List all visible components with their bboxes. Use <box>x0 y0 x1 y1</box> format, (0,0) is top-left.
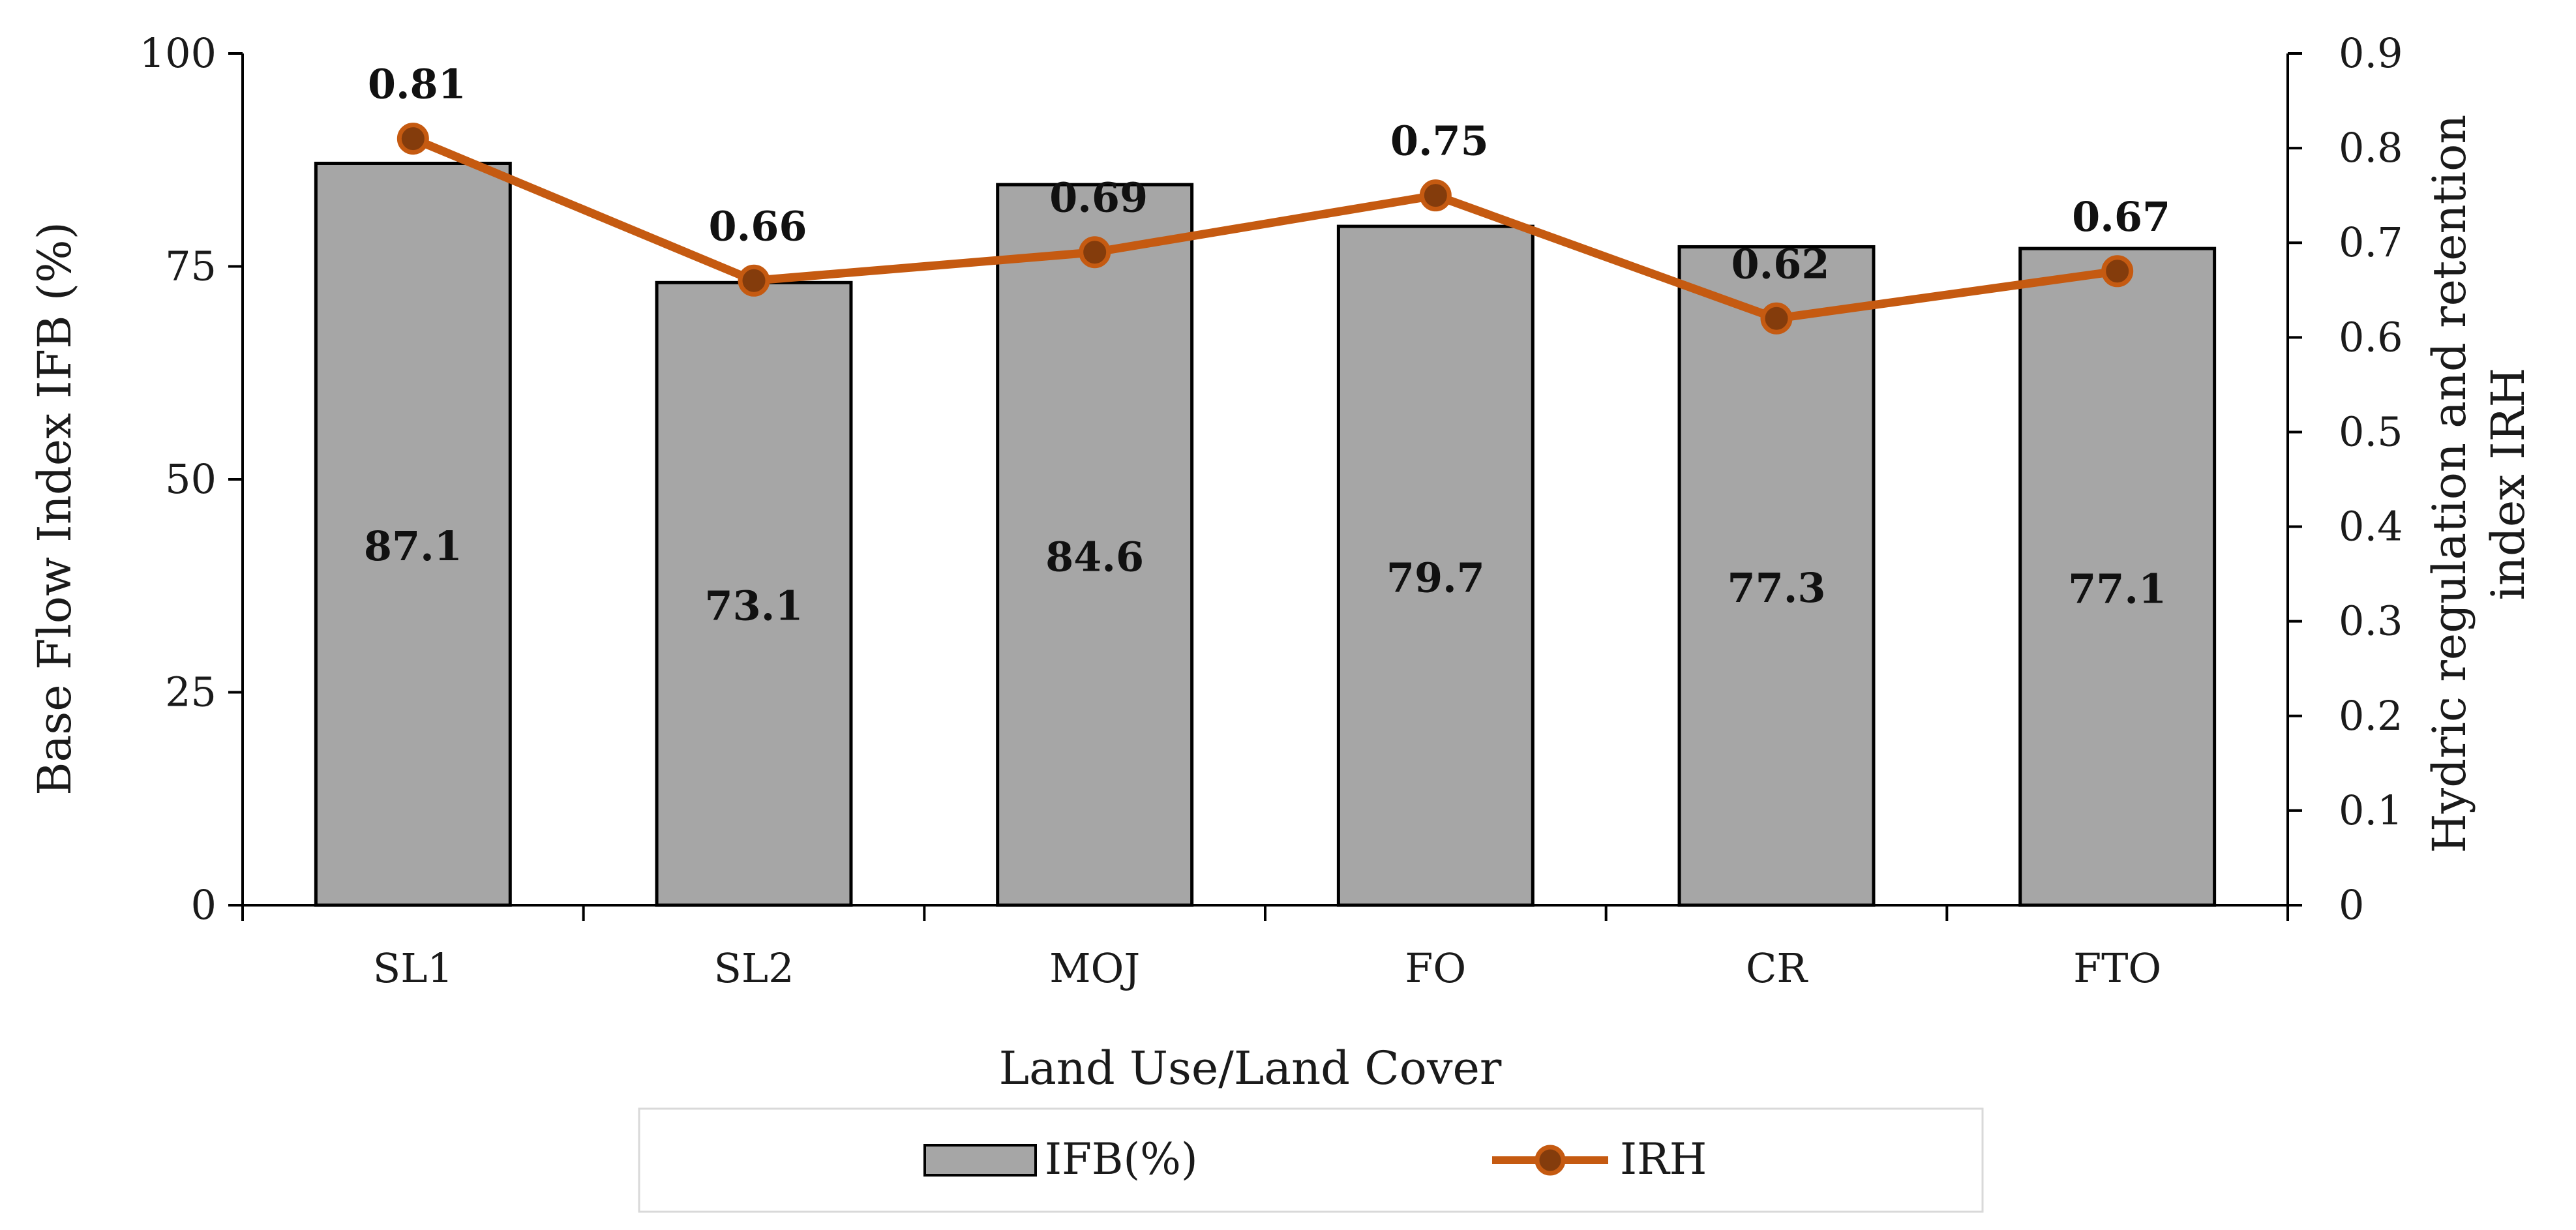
x-tick-label-cr: CR <box>1746 944 1808 992</box>
bar-moj <box>996 183 1194 907</box>
y2-tick-label: 0.5 <box>2339 408 2403 455</box>
bar-value-label-cr: 77.3 <box>1727 564 1825 612</box>
irh-value-label-moj: 0.69 <box>1049 174 1148 222</box>
irh-point-fo <box>1419 179 1452 212</box>
irh-point-fto <box>2101 255 2134 288</box>
irh-value-label-cr: 0.62 <box>1731 240 1829 288</box>
bar-sl2 <box>655 280 853 907</box>
bar-group <box>314 161 2217 907</box>
y2-tick-label: 0.3 <box>2339 597 2403 645</box>
bar-sl1 <box>314 161 512 907</box>
bar-value-label-fto: 77.1 <box>2068 565 2166 613</box>
y2-tick-label: 0.2 <box>2339 692 2403 740</box>
x-tick-label-moj: MOJ <box>1049 944 1140 992</box>
x-tick-label-fto: FTO <box>2073 944 2161 992</box>
axes: 0 25 50 75 100 0 0.1 0.2 0.3 0.4 0.5 0.6 0.7 0.8 0.9 SL… <box>140 29 2403 992</box>
legend-bar-label: IFB(%) <box>1045 1134 1198 1184</box>
bar-fo <box>1336 224 1535 907</box>
bar-value-label-fo: 79.7 <box>1386 554 1485 602</box>
irh-point-moj <box>1079 236 1111 269</box>
line-series-group <box>397 123 2134 335</box>
y2-tick-label: 0.9 <box>2339 29 2403 77</box>
bar-fto <box>2018 247 2217 907</box>
irh-point-sl2 <box>738 264 770 297</box>
y2-axis-title-line1: Hydric regulation and retention <box>2423 115 2476 854</box>
y2-tick-label: 0.1 <box>2339 787 2403 834</box>
irh-value-label-fo: 0.75 <box>1390 117 1489 165</box>
irh-point-cr <box>1760 302 1793 335</box>
y2-tick-label: 0.7 <box>2339 218 2403 266</box>
irh-value-label-sl2: 0.66 <box>708 202 807 250</box>
x-tick-label-sl2: SL2 <box>713 944 794 992</box>
y-tick-label: 0 <box>191 881 217 929</box>
legend: IFB(%) IRH <box>638 1107 1984 1213</box>
legend-line-label: IRH <box>1620 1134 1707 1184</box>
bar-cr <box>1677 245 1876 907</box>
y2-tick-label: 0.6 <box>2339 313 2403 361</box>
irh-line <box>411 134 2118 323</box>
bar-value-label-sl1: 87.1 <box>364 522 462 570</box>
y-axis-title: Base Flow Index IFB (%) <box>28 222 82 796</box>
bar-value-label-moj: 84.6 <box>1045 533 1144 581</box>
legend-box <box>638 1107 1984 1213</box>
irh-point-sl1 <box>397 123 429 155</box>
bar-value-label-sl2: 73.1 <box>704 582 803 630</box>
data-labels: 87.1 73.1 84.6 79.7 77.3 77.1 0.81 0.66 0.69 0.75… <box>364 61 2170 630</box>
y-tick-label: 50 <box>165 455 217 503</box>
y-tick-label: 75 <box>165 243 217 290</box>
irh-value-label-fto: 0.67 <box>2072 193 2170 241</box>
y2-axis-title-line2: index IRH <box>2481 368 2535 601</box>
x-tick-label-sl1: SL1 <box>373 944 453 992</box>
x-axis-title: Land Use/Land Cover <box>999 1042 1502 1095</box>
y2-tick-label: 0.8 <box>2339 124 2403 172</box>
y-tick-label: 25 <box>165 668 217 716</box>
x-tick-label-fo: FO <box>1405 944 1466 992</box>
y-tick-label: 100 <box>140 29 217 77</box>
y2-tick-label: 0.4 <box>2339 503 2403 550</box>
legend-line-marker <box>1535 1145 1566 1176</box>
irh-value-label-sl1: 0.81 <box>368 61 466 108</box>
legend-bar-swatch <box>923 1144 1037 1177</box>
y2-tick-label: 0 <box>2339 881 2364 929</box>
